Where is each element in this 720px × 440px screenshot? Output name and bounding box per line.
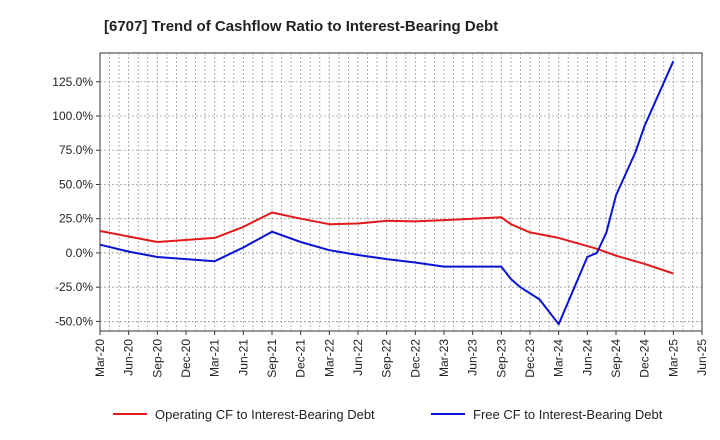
- x-tick-label: Mar-25: [666, 339, 680, 377]
- y-tick-label: 100.0%: [52, 109, 93, 123]
- x-tick-label: Mar-21: [208, 339, 222, 377]
- x-tick-label: Jun-21: [236, 339, 250, 376]
- x-tick-label: Jun-24: [580, 339, 594, 376]
- x-tick-label: Mar-24: [552, 339, 566, 377]
- y-tick-label: 75.0%: [59, 143, 93, 157]
- x-tick-label: Jun-25: [695, 339, 709, 376]
- plot-area: [99, 52, 703, 332]
- y-tick-label: 25.0%: [59, 212, 93, 226]
- y-tick-label: -50.0%: [55, 314, 93, 328]
- x-axis: Mar-20 Jun-20 Sep-20 Dec-20 Mar-21 Jun-21 Sep-…: [93, 331, 709, 378]
- plot-frame: [99, 52, 703, 332]
- x-tick-label: Sep-22: [380, 339, 394, 378]
- x-tick-label: Dec-23: [523, 339, 537, 378]
- series-line-1: [99, 211, 674, 275]
- x-tick-label: Jun-20: [122, 339, 136, 376]
- y-tick-label: 125.0%: [52, 75, 93, 89]
- y-tick-label: 50.0%: [59, 177, 93, 191]
- x-tick-label: Mar-20: [93, 339, 107, 377]
- x-tick-label: Dec-21: [294, 339, 308, 378]
- grid: [100, 53, 702, 331]
- x-tick-label: Dec-22: [408, 339, 422, 378]
- legend-label-1: Operating CF to Interest-Bearing Debt: [155, 407, 375, 422]
- chart-title: [6707] Trend of Cashflow Ratio to Intere…: [104, 18, 498, 35]
- y-tick-label: -25.0%: [55, 280, 93, 294]
- x-tick-label: Sep-21: [265, 339, 279, 378]
- legend-label-2: Free CF to Interest-Bearing Debt: [473, 407, 663, 422]
- series-layer: [99, 60, 675, 326]
- x-tick-label: Sep-23: [494, 339, 508, 378]
- x-tick-label: Dec-20: [179, 339, 193, 378]
- legend: Operating CF to Interest-Bearing Debt Fre…: [113, 407, 663, 422]
- x-tick-label: Jun-23: [466, 339, 480, 376]
- y-axis: 125.0% 100.0% 75.0% 50.0% 25.0% 0.0% -25.0% -50…: [52, 75, 100, 328]
- y-tick-label: 0.0%: [66, 246, 94, 260]
- x-tick-label: Jun-22: [351, 339, 365, 376]
- x-tick-label: Mar-22: [322, 339, 336, 377]
- x-tick-label: Sep-20: [150, 339, 164, 378]
- x-tick-label: Dec-24: [638, 339, 652, 378]
- x-tick-label: Mar-23: [437, 339, 451, 377]
- x-tick-label: Sep-24: [609, 339, 623, 378]
- series-line-2: [99, 60, 675, 326]
